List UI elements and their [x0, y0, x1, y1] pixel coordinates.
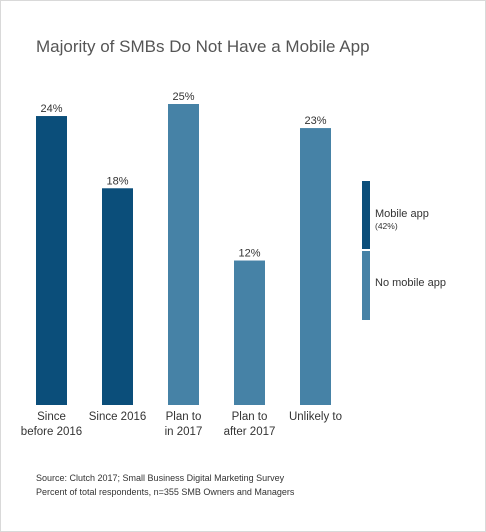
source-note: Source: Clutch 2017; Small Business Digi… — [36, 473, 295, 497]
bars-group — [36, 104, 331, 405]
value-label-0: 24% — [40, 103, 62, 115]
legend-label-0: Mobile app — [375, 208, 429, 220]
bar-3 — [234, 260, 265, 405]
x-tick-labels-group: Since before 2016 Since 2016 Plan to in 2017… — [21, 411, 342, 438]
x-tick-label-2-0: Plan to — [166, 411, 202, 423]
value-labels-group: 24% 18% 25% 12% 23% — [40, 91, 326, 260]
value-label-1: 18% — [106, 175, 128, 187]
chart-title: Majority of SMBs Do Not Have a Mobile Ap… — [36, 37, 370, 56]
source-line-1: Source: Clutch 2017; Small Business Digi… — [36, 473, 285, 483]
legend-note-0: (42%) — [375, 221, 398, 231]
bar-2 — [168, 104, 199, 405]
x-tick-label-4-0: Unlikely to — [289, 411, 342, 423]
legend: Mobile app(42%) No mobile app — [362, 181, 446, 320]
x-tick-label-1-0: Since 2016 — [89, 411, 147, 423]
x-tick-label-0-0: Since — [37, 411, 66, 423]
legend-swatch-0 — [362, 181, 370, 249]
value-label-3: 12% — [238, 248, 260, 260]
legend-swatch-1 — [362, 251, 370, 320]
bar-1 — [102, 188, 133, 405]
x-tick-label-3-1: after 2017 — [224, 426, 276, 438]
bar-4 — [300, 128, 331, 405]
value-label-2: 25% — [172, 91, 194, 103]
source-line-2: Percent of total respondents, n=355 SMB … — [36, 487, 295, 497]
value-label-4: 23% — [304, 115, 326, 127]
bar-0 — [36, 116, 67, 405]
legend-label-1: No mobile app — [375, 277, 446, 289]
x-tick-label-2-1: in 2017 — [165, 426, 203, 438]
x-tick-label-0-1: before 2016 — [21, 426, 82, 438]
x-tick-label-3-0: Plan to — [232, 411, 268, 423]
